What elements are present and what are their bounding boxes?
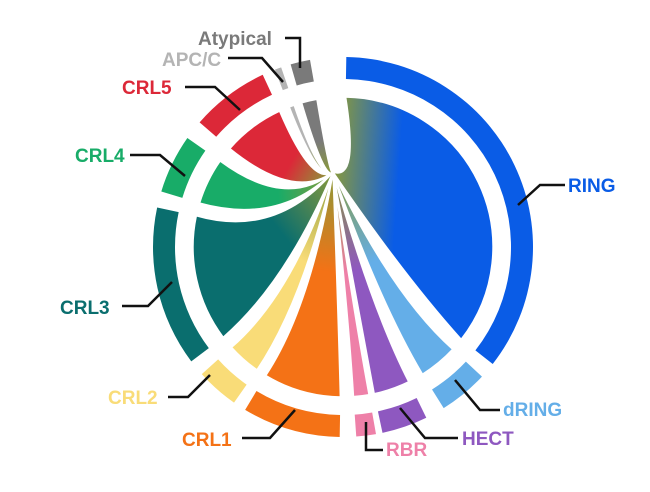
leader-line xyxy=(285,36,302,68)
chord-crl1 xyxy=(264,171,342,398)
leader-line xyxy=(228,56,284,83)
label-atypical: Atypical xyxy=(198,29,272,50)
leader-line xyxy=(130,153,186,177)
label-apcc: APC/C xyxy=(162,50,221,71)
leader-line xyxy=(122,281,173,308)
label-ring: RING xyxy=(568,176,616,197)
chord-rbr xyxy=(332,171,370,398)
arc-dring xyxy=(432,361,482,409)
label-crl1: CRL1 xyxy=(182,430,232,451)
chord-atypical xyxy=(300,98,334,174)
arc-crl2 xyxy=(201,359,247,403)
chord-ring xyxy=(331,96,494,341)
leader-line xyxy=(168,374,211,399)
chord-crl2 xyxy=(230,171,334,371)
label-crl4: CRL4 xyxy=(75,146,125,167)
chord-apcc xyxy=(288,104,334,175)
leader-line xyxy=(399,407,458,440)
label-hect: HECT xyxy=(462,429,514,450)
label-dring: dRING xyxy=(503,400,562,421)
chord-dring xyxy=(332,171,454,376)
chord-crl4 xyxy=(198,159,334,211)
chord-hect xyxy=(332,171,410,395)
label-rbr: RBR xyxy=(386,440,427,461)
label-crl5: CRL5 xyxy=(122,78,172,99)
arc-ring xyxy=(345,57,533,364)
chord-crl3 xyxy=(192,171,334,339)
label-crl3: CRL3 xyxy=(60,298,110,319)
leader-line xyxy=(242,409,296,440)
leader-line xyxy=(364,422,383,452)
chord-crl5 xyxy=(228,110,334,183)
arc-crl3 xyxy=(153,207,209,362)
arc-crl4 xyxy=(161,138,206,198)
arc-hect xyxy=(377,397,427,433)
leader-line xyxy=(517,183,565,206)
label-crl2: CRL2 xyxy=(108,388,158,409)
leader-line xyxy=(454,379,500,412)
arc-atypical xyxy=(290,59,314,86)
leader-line xyxy=(185,85,241,111)
